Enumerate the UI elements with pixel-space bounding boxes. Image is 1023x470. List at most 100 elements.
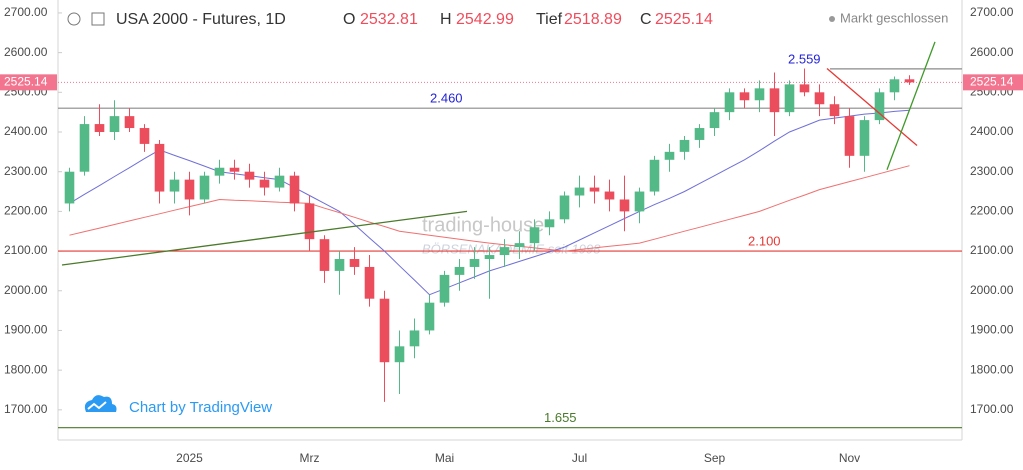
price-tag-right-text: 2525.14 — [970, 75, 1014, 89]
y-tick-label-left: 2200.00 — [4, 204, 48, 218]
y-tick-label-right: 2200.00 — [970, 204, 1014, 218]
candle-body — [559, 195, 570, 220]
y-tick-label-left: 1800.00 — [4, 362, 48, 376]
y-tick-label-left: 1700.00 — [4, 402, 48, 416]
x-tick-label: Nov — [839, 451, 860, 465]
candle-body — [904, 79, 915, 83]
candle-body — [709, 112, 720, 129]
candle-body — [439, 274, 450, 303]
y-tick-label-left: 2100.00 — [4, 243, 48, 257]
y-tick-label-right: 2300.00 — [970, 164, 1014, 178]
collapse-icon[interactable] — [67, 12, 81, 26]
y-tick-label-right: 1900.00 — [970, 323, 1014, 337]
level-label: 2.559 — [788, 51, 821, 66]
candle-body — [589, 187, 600, 192]
candle-body — [94, 124, 105, 133]
candle-body — [364, 266, 375, 299]
candle-body — [724, 92, 735, 113]
x-tick-label: Jul — [572, 451, 587, 465]
candle-body — [514, 243, 525, 248]
candle-body — [544, 219, 555, 228]
candle-body — [229, 167, 240, 172]
level-label: 2.460 — [430, 91, 463, 106]
candle-body — [649, 159, 660, 192]
y-tick-label-right: 2700.00 — [970, 5, 1014, 19]
candle-body — [274, 175, 285, 188]
candle-body — [499, 247, 510, 256]
candle-body — [64, 171, 75, 204]
candle-body — [394, 346, 405, 363]
candle-body — [694, 128, 705, 140]
candle-body — [754, 88, 765, 101]
y-tick-label-right: 2600.00 — [970, 45, 1014, 59]
candle-body — [679, 139, 690, 152]
status-dot — [829, 16, 835, 22]
moving-average — [69, 165, 910, 252]
trend-line — [826, 68, 918, 146]
candle-body — [469, 259, 480, 267]
open-label: O — [343, 11, 355, 28]
candle-body — [244, 171, 255, 180]
low-label: Tief — [536, 11, 563, 28]
candle-body — [859, 120, 870, 156]
candle-body — [124, 116, 135, 129]
open-value: 2532.81 — [360, 11, 418, 28]
y-tick-label-right: 2100.00 — [970, 243, 1014, 257]
y-tick-label-left: 2300.00 — [4, 164, 48, 178]
candle-body — [139, 128, 150, 144]
candle-body — [214, 167, 225, 176]
candle-body — [784, 84, 795, 113]
candle-body — [79, 124, 90, 172]
compare-icon[interactable] — [91, 12, 105, 26]
level-label: 1.655 — [544, 410, 577, 425]
candle-body — [109, 116, 120, 133]
candle-body — [289, 175, 300, 204]
candle-body — [739, 92, 750, 101]
candle-body — [319, 239, 330, 271]
candle-body — [799, 84, 810, 93]
credit[interactable]: Chart by TradingView — [129, 399, 272, 416]
y-tick-label-left: 2000.00 — [4, 283, 48, 297]
candle-body — [454, 266, 465, 275]
candle-body — [409, 330, 420, 347]
candle-body — [529, 227, 540, 244]
x-tick-label: 2025 — [176, 451, 203, 465]
candle-body — [829, 104, 840, 117]
candle-body — [874, 92, 885, 121]
candle-body — [154, 143, 165, 192]
trend-line — [61, 210, 468, 266]
candle-body — [424, 302, 435, 331]
x-tick-label: Mai — [435, 451, 454, 465]
candle-body — [814, 92, 825, 105]
high-value: 2542.99 — [456, 11, 514, 28]
plot: 1700.00 1700.00 1800.00 1800.00 1900.00 1900.… — [4, 5, 1014, 465]
candle-body — [889, 79, 900, 93]
price-tag-left-text: 2525.14 — [4, 75, 48, 89]
price-tag-left — [0, 74, 57, 91]
x-tick-label: Mrz — [300, 451, 320, 465]
chart-title: USA 2000 - Futures, 1D — [116, 11, 286, 28]
logo-mark — [87, 401, 107, 410]
market-status: Markt geschlossen — [840, 10, 948, 25]
y-tick-label-left: 2700.00 — [4, 5, 48, 19]
y-tick-label-right: 2000.00 — [970, 283, 1014, 297]
candle-body — [484, 255, 495, 260]
candle-body — [199, 175, 210, 200]
y-tick-label-right: 1800.00 — [970, 362, 1014, 376]
candle-body — [334, 259, 345, 271]
y-tick-label-right: 2400.00 — [970, 124, 1014, 138]
y-tick-label-left: 2400.00 — [4, 124, 48, 138]
tradingview-logo[interactable] — [84, 395, 117, 412]
x-tick-label: Sep — [704, 451, 726, 465]
candle-body — [169, 179, 180, 192]
candle-body — [304, 203, 315, 240]
candle-body — [574, 187, 585, 196]
price-tag-right — [963, 74, 1023, 91]
y-tick-label-left: 2600.00 — [4, 45, 48, 59]
close-value: 2525.14 — [655, 11, 713, 28]
candle-body — [634, 191, 645, 212]
high-label: H — [440, 11, 452, 28]
candle-body — [604, 191, 615, 200]
level-label: 2.100 — [748, 234, 781, 249]
